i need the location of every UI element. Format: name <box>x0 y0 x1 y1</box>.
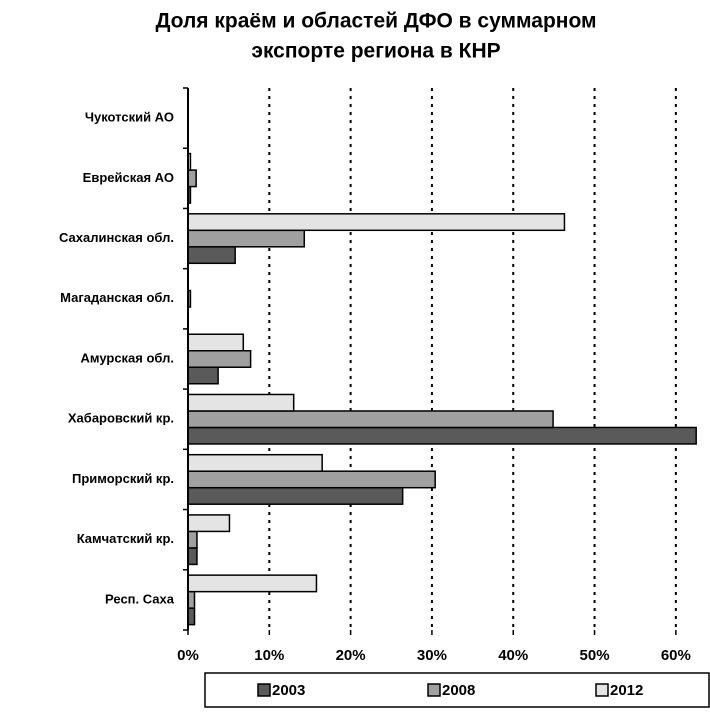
bar <box>187 350 252 368</box>
chart-title: Доля краём и областей ДФО в суммарном <box>155 10 596 33</box>
y-tick-label: Респ. Саха <box>105 591 175 606</box>
bar <box>187 530 198 549</box>
legend-label: 2012 <box>610 682 643 699</box>
legend-swatch <box>257 683 271 697</box>
bar <box>187 514 231 533</box>
legend-label: 2008 <box>442 682 475 699</box>
bar <box>187 453 323 472</box>
y-tick-label: Камчатский кр. <box>77 531 174 546</box>
x-tick-label: 30% <box>417 647 447 664</box>
bar <box>187 169 197 188</box>
chart-title: экспорте региона в КНР <box>251 40 500 63</box>
legend-swatch <box>595 683 609 697</box>
bar <box>187 547 198 566</box>
x-tick-label: 40% <box>498 647 528 664</box>
bar <box>187 426 697 445</box>
y-tick-label: Еврейская АО <box>83 170 174 185</box>
bar <box>187 213 566 232</box>
legend-label: 2003 <box>272 682 305 699</box>
y-tick-label: Чукотский АО <box>85 110 174 125</box>
x-tick-label: 10% <box>254 647 284 664</box>
y-tick-label: Хабаровский кр. <box>68 411 174 426</box>
legend-box <box>204 672 710 708</box>
x-tick-label: 50% <box>580 647 610 664</box>
y-tick-label: Приморский кр. <box>72 471 174 486</box>
bar <box>187 333 245 352</box>
bar <box>187 410 554 429</box>
bar <box>187 470 436 489</box>
bar <box>187 393 295 412</box>
y-tick-label: Магаданская обл. <box>60 290 174 305</box>
x-tick-label: 0% <box>177 647 199 664</box>
bar <box>187 246 236 265</box>
legend-swatch <box>427 683 441 697</box>
x-tick-label: 60% <box>661 647 691 664</box>
y-tick-label: Сахалинская обл. <box>59 230 174 245</box>
bar <box>187 486 404 505</box>
bar <box>187 366 219 385</box>
y-tick-label: Амурская обл. <box>80 350 174 365</box>
bar <box>187 229 306 248</box>
x-tick-label: 20% <box>336 647 366 664</box>
bar <box>187 574 318 593</box>
